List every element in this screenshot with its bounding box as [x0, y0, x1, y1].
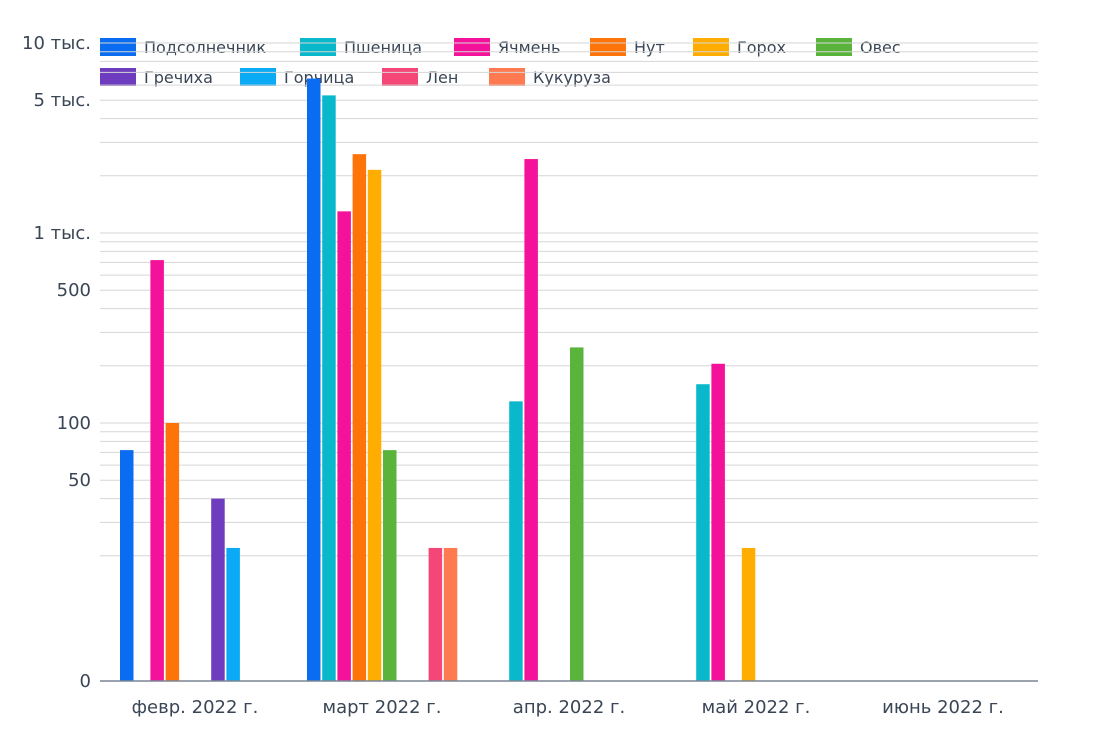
- bar: [211, 498, 225, 681]
- y-tick-label: 0: [80, 671, 91, 692]
- bar: [322, 95, 336, 682]
- x-tick-label: февр. 2022 г.: [132, 697, 259, 718]
- y-tick-label: 50: [68, 470, 91, 491]
- x-tick-label: июнь 2022 г.: [882, 697, 1004, 718]
- y-tick-label: 100: [57, 413, 91, 434]
- bar: [367, 169, 382, 682]
- bar: [570, 347, 584, 681]
- bar: [696, 384, 710, 681]
- bar: [428, 547, 443, 681]
- bar: [150, 260, 164, 681]
- y-tick-label: 5 тыс.: [34, 90, 92, 111]
- bar: [383, 450, 397, 681]
- bar: [165, 423, 180, 681]
- bar: [120, 450, 134, 681]
- bar: [337, 211, 351, 681]
- y-tick-label: 500: [57, 280, 91, 301]
- y-tick-label: 1 тыс.: [34, 223, 92, 244]
- x-tick-label: апр. 2022 г.: [513, 697, 625, 718]
- bar: [524, 159, 538, 681]
- bar: [509, 401, 523, 681]
- x-tick-label: май 2022 г.: [702, 697, 811, 718]
- bar: [443, 547, 458, 681]
- x-tick-label: март 2022 г.: [323, 697, 442, 718]
- bar: [711, 363, 725, 681]
- bar: [307, 78, 321, 682]
- bar: [352, 154, 367, 682]
- bar: [741, 547, 756, 681]
- y-tick-label: 10 тыс.: [22, 33, 91, 54]
- bar: [226, 547, 240, 681]
